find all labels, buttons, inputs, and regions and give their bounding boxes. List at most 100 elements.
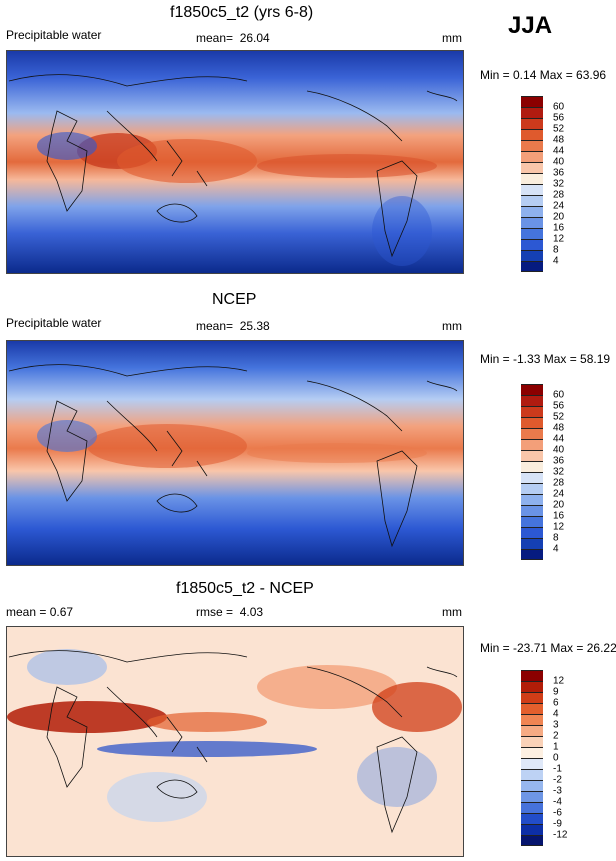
colorbar-swatch — [521, 395, 543, 406]
mean-label: mean= 26.04 — [196, 31, 270, 45]
colorbar-tick: 20 — [553, 211, 565, 223]
colorbar-diff: 12 9 6 4 3 2 1 0 -1 -2 -3 -4 -6 -9 -12 — [521, 670, 567, 846]
colorbar-swatch — [521, 140, 543, 151]
colorbar-tick: 32 — [553, 178, 565, 190]
colorbar-tick: 60 — [553, 101, 565, 113]
colorbar-swatch — [521, 96, 543, 107]
colorbar-swatch — [521, 384, 543, 395]
diff-mean-label: mean = 0.67 — [6, 605, 74, 619]
colorbar-swatch — [521, 681, 543, 692]
mean-value: 25.38 — [239, 319, 270, 333]
colorbar-swatch — [521, 107, 543, 118]
colorbar-swatch — [521, 406, 543, 417]
season-label: JJA — [508, 12, 553, 39]
colorbar-tick: 36 — [553, 455, 565, 467]
colorbar-tick: 60 — [553, 389, 565, 401]
colorbar-swatch — [521, 417, 543, 428]
colorbar-tick: -12 — [553, 829, 568, 841]
map-diff — [6, 626, 464, 857]
colorbar-swatch — [521, 725, 543, 736]
colorbar-swatch — [521, 450, 543, 461]
colorbar-swatch — [521, 162, 543, 173]
colorbar-tick: 16 — [553, 222, 565, 234]
colorbar-swatch — [521, 206, 543, 217]
colorbar-tick: 44 — [553, 433, 565, 445]
colorbar-tick: 6 — [553, 697, 559, 709]
colorbar-tick: 24 — [553, 488, 565, 500]
colorbar-swatch — [521, 703, 543, 714]
colorbar-swatch — [521, 758, 543, 769]
colorbar-tick: -2 — [553, 774, 562, 786]
colorbar-swatch — [521, 824, 543, 835]
colorbar-tick: 2 — [553, 730, 559, 742]
colorbar-swatch — [521, 791, 543, 802]
mean-label-text: mean= — [196, 319, 234, 333]
colorbar-swatch — [521, 769, 543, 780]
rmse-value: 4.03 — [239, 605, 264, 619]
colorbar-tick: 48 — [553, 134, 565, 146]
colorbar-swatch — [521, 239, 543, 250]
colorbar-swatch — [521, 780, 543, 791]
colorbar-tick: 4 — [553, 543, 559, 555]
colorbar-tick: 0 — [553, 752, 559, 764]
colorbar-swatch — [521, 747, 543, 758]
colorbar-swatch — [521, 494, 543, 505]
colorbar-tick: 36 — [553, 167, 565, 179]
colorbar-tick: 12 — [553, 521, 565, 533]
colorbar-tick: 20 — [553, 499, 565, 511]
panel-title: f1850c5_t2 - NCEP — [176, 580, 314, 597]
map-obs-svg — [7, 341, 463, 565]
colorbar-tick: -3 — [553, 785, 562, 797]
colorbar-swatch — [521, 461, 543, 472]
colorbar-tick: 52 — [553, 123, 565, 135]
colorbar-swatch — [521, 173, 543, 184]
units-label: mm — [442, 605, 462, 619]
colorbar-tick: 12 — [553, 233, 565, 245]
colorbar-tick: 40 — [553, 444, 565, 456]
colorbar-tick: 8 — [553, 532, 559, 544]
colorbar-swatch — [521, 813, 543, 824]
colorbar-swatch — [521, 261, 543, 272]
colorbar-tick: -4 — [553, 796, 562, 808]
colorbar-swatch — [521, 692, 543, 703]
colorbar-tick: 24 — [553, 200, 565, 212]
colorbar-swatch — [521, 835, 543, 846]
variable-label: Precipitable water — [6, 28, 102, 42]
colorbar-swatch — [521, 527, 543, 538]
colorbar-swatch — [521, 250, 543, 261]
colorbar-model: 60 56 52 48 44 40 36 32 28 24 20 16 12 8… — [521, 96, 564, 272]
panel-title: NCEP — [212, 291, 257, 308]
variable-label: Precipitable water — [6, 316, 102, 330]
rmse-label: rmse = 4.03 — [196, 605, 263, 619]
minmax-label: Min = -1.33 Max = 58.19 — [480, 352, 611, 366]
colorbar-swatch — [521, 505, 543, 516]
map-model-svg — [7, 51, 463, 273]
mean-value: 26.04 — [239, 31, 270, 45]
colorbar-swatch — [521, 118, 543, 129]
colorbar-swatch — [521, 516, 543, 527]
colorbar-swatch — [521, 184, 543, 195]
colorbar-swatch — [521, 439, 543, 450]
colorbar-tick: 28 — [553, 189, 565, 201]
colorbar-tick: 4 — [553, 708, 559, 720]
colorbar-tick: 28 — [553, 477, 565, 489]
colorbar-tick: 12 — [553, 675, 565, 687]
rmse-label-text: rmse = — [196, 605, 234, 619]
colorbar-obs: 60 56 52 48 44 40 36 32 28 24 20 16 12 8… — [521, 384, 564, 560]
colorbar-swatch — [521, 129, 543, 140]
colorbar-swatch — [521, 714, 543, 725]
mean-label: mean= 25.38 — [196, 319, 270, 333]
panel-title: f1850c5_t2 (yrs 6-8) — [170, 4, 314, 21]
colorbar-swatch — [521, 217, 543, 228]
colorbar-tick: 48 — [553, 422, 565, 434]
colorbar-tick: 40 — [553, 156, 565, 168]
colorbar-swatch — [521, 428, 543, 439]
map-diff-svg — [7, 627, 463, 856]
colorbar-tick: 3 — [553, 719, 559, 731]
colorbar-swatch — [521, 736, 543, 747]
colorbar-tick: 4 — [553, 255, 559, 267]
colorbar-swatch — [521, 228, 543, 239]
colorbar-swatch — [521, 195, 543, 206]
colorbar-tick: -6 — [553, 807, 562, 819]
colorbar-swatch — [521, 670, 543, 681]
